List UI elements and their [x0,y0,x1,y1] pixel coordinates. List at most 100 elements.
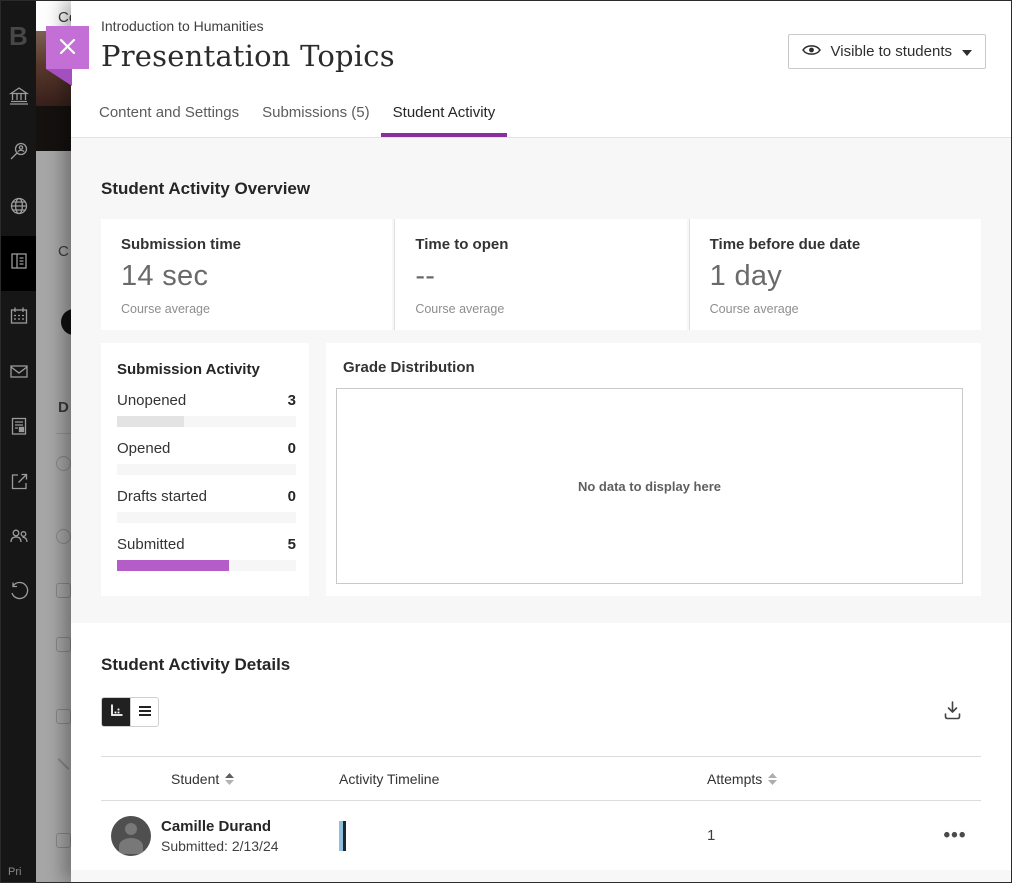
sidebar-item-messages[interactable] [1,346,36,401]
overview-metric-cards: Submission time 14 sec Course average Ti… [101,219,981,330]
sidebar-item-history[interactable] [1,566,36,621]
close-panel-button[interactable] [46,26,89,69]
sa-bar-track [117,560,296,571]
background-clock-icon [56,529,71,544]
institution-icon [8,85,30,112]
metric-label: Time before due date [709,236,861,253]
visibility-label: Visible to students [830,43,952,60]
eye-icon [801,43,821,61]
sidebar-item-content[interactable] [1,236,36,291]
attempts-value: 1 [707,827,716,844]
student-submitted-date: Submitted: 2/13/24 [161,837,279,854]
content-icon [8,250,30,277]
student-cell: Camille Durand Submitted: 2/13/24 [161,818,339,854]
metric-caption: Course average [709,302,799,316]
column-header-timeline: Activity Timeline [339,771,699,787]
page-title: Presentation Topics [101,39,395,73]
sort-icon-student[interactable] [225,772,235,785]
column-label: Attempts [707,770,763,787]
metric-caption: Course average [121,302,210,316]
background-avatar [61,309,71,335]
column-label: Student [171,770,220,787]
sa-row-count: 0 [287,440,296,457]
sidebar-item-globe[interactable] [1,181,36,236]
messages-icon [8,360,30,387]
table-row[interactable]: Camille Durand Submitted: 2/13/24 1 ••• [101,801,981,870]
student-activity-table: Student Activity Timeline Attempts [101,756,981,870]
submission-activity-row-opened: Opened 0 [117,440,296,475]
submission-activity-row-unopened: Unopened 3 [117,392,296,427]
download-icon [940,701,965,726]
sidebar-item-groups[interactable] [1,511,36,566]
sort-icon-attempts[interactable] [768,772,778,785]
background-box-icon [56,833,71,848]
app-navigation-rail: B [1,1,36,882]
sidebar-item-calendar[interactable] [1,291,36,346]
metric-value: 1 day [709,260,783,292]
course-banner-shadow [36,106,71,151]
metric-card-submission-time: Submission time 14 sec Course average [101,219,393,330]
list-view-icon [138,705,152,720]
grade-distribution-card: Grade Distribution No data to display he… [326,343,981,596]
column-header-attempts[interactable]: Attempts [699,771,929,787]
close-icon [59,38,76,58]
background-pencil-icon [57,757,70,771]
overview-heading: Student Activity Overview [101,179,311,198]
sidebar-item-search[interactable] [1,126,36,181]
sidebar-item-institution[interactable] [1,71,36,126]
tab-student-activity[interactable]: Student Activity [380,88,507,137]
student-name: Camille Durand [161,817,272,835]
details-toolbar [101,696,981,728]
globe-icon [8,195,30,222]
sa-row-count: 0 [287,488,296,505]
assignment-panel: Introduction to Humanities Presentation … [71,1,1011,882]
background-image-icon [56,583,71,598]
details-heading: Student Activity Details [101,655,291,674]
sa-bar-track [117,416,296,427]
tab-content-and-settings[interactable]: Content and Settings [99,88,239,137]
chart-view-icon [109,703,124,721]
student-avatar [111,815,151,856]
column-header-student[interactable]: Student [161,771,339,787]
row-menu-button[interactable]: ••• [929,825,981,847]
app-logo: B [9,20,28,51]
background-page-heading: Co [36,1,71,31]
sa-bar-track [117,512,296,523]
column-label: Activity Timeline [339,770,440,787]
metric-card-time-before-due-date: Time before due date 1 day Course averag… [688,219,981,330]
groups-icon [8,525,30,552]
background-scrim: C D [36,151,71,882]
background-details-letter: D [58,399,69,416]
table-header-row: Student Activity Timeline Attempts [101,756,981,801]
panel-tabbar: Content and Settings Submissions (5) Stu… [71,88,1011,138]
sa-bar-fill [117,560,229,571]
sa-row-label: Opened [117,440,171,457]
timeline-event-marker[interactable] [339,820,346,851]
chart-view-button[interactable] [102,698,130,726]
sa-row-label: Unopened [117,392,187,409]
sa-row-label: Submitted [117,536,185,553]
no-data-message: No data to display here [577,478,722,494]
submission-activity-row-drafts: Drafts started 0 [117,488,296,523]
privacy-link[interactable]: Pri [8,866,22,878]
sa-bar-fill [117,416,185,427]
background-film-icon [56,709,71,724]
grade-distribution-heading: Grade Distribution [343,359,475,376]
activity-timeline-cell [339,801,699,870]
list-view-button[interactable] [130,698,158,726]
download-button[interactable] [938,696,967,728]
sidebar-item-gradebook[interactable] [1,401,36,456]
tab-submissions[interactable]: Submissions (5) [262,88,370,137]
visibility-dropdown-button[interactable]: Visible to students [787,34,986,69]
metric-value: -- [415,260,436,292]
background-divider [56,433,71,434]
submission-activity-card: Submission Activity Unopened 3 Opened [101,343,309,596]
sa-row-count: 3 [287,392,296,409]
search-icon [8,140,30,167]
chevron-down-icon [962,43,972,60]
sidebar-item-sign-out[interactable] [1,456,36,511]
metric-value: 14 sec [121,260,209,292]
sa-row-count: 5 [287,536,296,553]
close-button-tail [46,69,72,86]
